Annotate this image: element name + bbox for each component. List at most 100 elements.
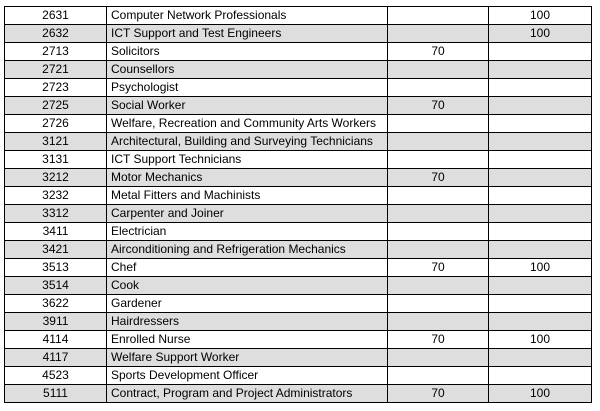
value-100-cell: 100 (488, 6, 592, 25)
occupation-code-cell: 3212 (4, 168, 107, 187)
occupation-name-cell: Airconditioning and Refrigeration Mechan… (106, 240, 388, 259)
occupation-code-cell: 4114 (4, 330, 107, 349)
occupation-table-container: 2631 Computer Network Professionals 100 263… (4, 6, 592, 403)
occupation-name-cell: Cook (106, 276, 388, 295)
value-100-cell (488, 240, 592, 259)
table-row: 3312 Carpenter and Joiner (4, 204, 592, 223)
value-100-cell (488, 168, 592, 187)
occupation-name-cell: Contract, Program and Project Administra… (106, 384, 388, 403)
occupation-name-cell: ICT Support Technicians (106, 150, 388, 169)
value-70-cell (387, 276, 489, 295)
table-row: 2723 Psychologist (4, 78, 592, 97)
value-100-cell: 100 (488, 24, 592, 43)
occupation-name-cell: Social Worker (106, 96, 388, 115)
value-100-cell (488, 312, 592, 331)
occupation-table: 2631 Computer Network Professionals 100 263… (4, 6, 592, 403)
value-70-cell (387, 348, 489, 367)
table-row: 2725 Social Worker 70 (4, 96, 592, 115)
value-70-cell (387, 186, 489, 205)
value-70-cell (387, 114, 489, 133)
table-row: 4117 Welfare Support Worker (4, 348, 592, 367)
occupation-code-cell: 3513 (4, 258, 107, 277)
value-70-cell: 70 (387, 42, 489, 61)
value-70-cell: 70 (387, 384, 489, 403)
occupation-code-cell: 5111 (4, 384, 107, 403)
value-100-cell: 100 (488, 384, 592, 403)
table-row: 2721 Counsellors (4, 60, 592, 79)
value-100-cell: 100 (488, 258, 592, 277)
table-row: 3411 Electrician (4, 222, 592, 241)
value-100-cell (488, 60, 592, 79)
occupation-name-cell: Counsellors (106, 60, 388, 79)
value-70-cell (387, 312, 489, 331)
value-70-cell (387, 6, 489, 25)
occupation-name-cell: Psychologist (106, 78, 388, 97)
value-70-cell (387, 222, 489, 241)
table-row: 4114 Enrolled Nurse 70 100 (4, 330, 592, 349)
value-70-cell: 70 (387, 258, 489, 277)
occupation-name-cell: Chef (106, 258, 388, 277)
occupation-name-cell: Solicitors (106, 42, 388, 61)
occupation-code-cell: 3411 (4, 222, 107, 241)
value-70-cell (387, 294, 489, 313)
value-100-cell (488, 114, 592, 133)
value-70-cell (387, 60, 489, 79)
table-row: 3421 Airconditioning and Refrigeration Me… (4, 240, 592, 259)
table-row: 3513 Chef 70 100 (4, 258, 592, 277)
table-row: 3131 ICT Support Technicians (4, 150, 592, 169)
table-row: 3622 Gardener (4, 294, 592, 313)
occupation-code-cell: 2726 (4, 114, 107, 133)
occupation-code-cell: 3622 (4, 294, 107, 313)
value-100-cell (488, 204, 592, 223)
value-100-cell (488, 276, 592, 295)
occupation-name-cell: Computer Network Professionals (106, 6, 388, 25)
occupation-code-cell: 2632 (4, 24, 107, 43)
occupation-code-cell: 3514 (4, 276, 107, 295)
value-100-cell (488, 294, 592, 313)
value-100-cell (488, 150, 592, 169)
occupation-name-cell: ICT Support and Test Engineers (106, 24, 388, 43)
occupation-name-cell: Hairdressers (106, 312, 388, 331)
value-100-cell (488, 348, 592, 367)
table-row: 2713 Solicitors 70 (4, 42, 592, 61)
table-row: 3232 Metal Fitters and Machinists (4, 186, 592, 205)
value-70-cell: 70 (387, 330, 489, 349)
occupation-code-cell: 2721 (4, 60, 107, 79)
occupation-code-cell: 2725 (4, 96, 107, 115)
value-100-cell (488, 366, 592, 385)
occupation-name-cell: Electrician (106, 222, 388, 241)
occupation-code-cell: 2631 (4, 6, 107, 25)
value-100-cell (488, 222, 592, 241)
occupation-name-cell: Gardener (106, 294, 388, 313)
table-row: 3212 Motor Mechanics 70 (4, 168, 592, 187)
table-row: 4523 Sports Development Officer (4, 366, 592, 385)
value-100-cell (488, 132, 592, 151)
occupation-code-cell: 3121 (4, 132, 107, 151)
value-100-cell (488, 186, 592, 205)
value-70-cell (387, 132, 489, 151)
table-row: 5111 Contract, Program and Project Admini… (4, 384, 592, 403)
value-100-cell (488, 78, 592, 97)
table-row: 2726 Welfare, Recreation and Community Ar… (4, 114, 592, 133)
value-100-cell (488, 42, 592, 61)
table-row: 2632 ICT Support and Test Engineers 100 (4, 24, 592, 43)
value-70-cell (387, 78, 489, 97)
occupation-name-cell: Carpenter and Joiner (106, 204, 388, 223)
table-row: 2631 Computer Network Professionals 100 (4, 6, 592, 25)
table-row: 3911 Hairdressers (4, 312, 592, 331)
occupation-code-cell: 3131 (4, 150, 107, 169)
occupation-code-cell: 3312 (4, 204, 107, 223)
occupation-code-cell: 2723 (4, 78, 107, 97)
table-row: 3121 Architectural, Building and Surveyin… (4, 132, 592, 151)
occupation-name-cell: Welfare Support Worker (106, 348, 388, 367)
occupation-code-cell: 3421 (4, 240, 107, 259)
occupation-name-cell: Architectural, Building and Surveying Te… (106, 132, 388, 151)
value-70-cell: 70 (387, 96, 489, 115)
table-row: 3514 Cook (4, 276, 592, 295)
occupation-code-cell: 4523 (4, 366, 107, 385)
occupation-name-cell: Motor Mechanics (106, 168, 388, 187)
value-100-cell (488, 96, 592, 115)
value-70-cell (387, 24, 489, 43)
occupation-code-cell: 3911 (4, 312, 107, 331)
occupation-code-cell: 3232 (4, 186, 107, 205)
